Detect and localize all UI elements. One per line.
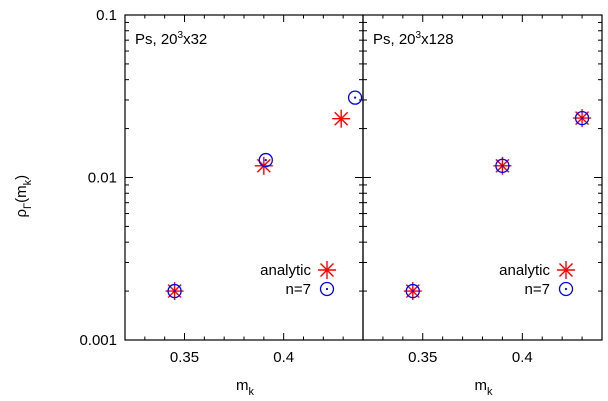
panel-title: Ps, 203x32: [135, 30, 207, 48]
x-tick-label: 0.35: [170, 349, 199, 366]
star-stroke-d2: [559, 263, 573, 277]
y-axis-label-main: ρ: [13, 209, 30, 218]
y-axis-label-close: ): [13, 175, 30, 180]
x-axis-label: mk: [236, 377, 255, 398]
x-axis-label-subscript: k: [249, 386, 255, 398]
panel-title-superscript: 3: [178, 30, 184, 41]
circle-outline: [574, 110, 590, 126]
panel-title-tail: x32: [183, 31, 207, 48]
circle-outline: [319, 281, 335, 297]
star-stroke-d2: [334, 111, 349, 126]
data-point-analytic: [332, 109, 351, 128]
data-point-n7: [405, 283, 420, 299]
circle-center-dot: [411, 289, 414, 293]
circle-outline: [495, 158, 510, 173]
legend-label: n=7: [525, 281, 550, 298]
circle-center-dot: [325, 287, 329, 291]
legend-label: analytic: [499, 262, 550, 279]
panel-title-main: Ps, 20: [135, 31, 178, 48]
panel-right: 0.35 0.4 Ps, 203x128 mk analytic n=7: [355, 14, 603, 398]
x-tick-label: 0.4: [273, 349, 294, 366]
circle-center-dot: [353, 96, 357, 99]
legend-marker-star: [318, 261, 336, 279]
y-axis-label-tail: (m: [13, 185, 30, 203]
circle-outline: [347, 90, 363, 105]
x-axis-label-main: m: [236, 377, 249, 394]
circle-center-dot: [580, 117, 584, 120]
circle-outline: [405, 283, 420, 299]
data-point-n7: [574, 110, 590, 126]
data-point-n7: [495, 158, 510, 173]
x-axis-label-main: m: [475, 377, 488, 394]
star-stroke-d2: [320, 263, 334, 277]
panel-title-main: Ps, 20: [373, 31, 416, 48]
legend-label: analytic: [260, 262, 311, 279]
y-axis-label-subscript: Γ: [22, 203, 34, 209]
x-axis-label: mk: [475, 377, 494, 398]
legend-marker-circle: [558, 281, 574, 297]
legend-marker-star: [557, 261, 575, 279]
legend-label: n=7: [286, 281, 311, 298]
legend-marker-circle: [319, 281, 335, 297]
data-point-n7: [167, 283, 182, 299]
x-tick-label: 0.35: [408, 349, 437, 366]
circle-outline: [167, 283, 182, 299]
circle-center-dot: [264, 158, 267, 162]
panel-title: Ps, 203x128: [373, 30, 454, 48]
data-point-n7: [258, 152, 273, 168]
circle-center-dot: [173, 289, 176, 293]
y-tick-label: 0.1: [96, 7, 117, 24]
y-axis-label-subscript-2: k: [22, 179, 34, 185]
y-axis-label: ρΓ(mk): [13, 175, 34, 218]
panel-title-tail: x128: [421, 31, 454, 48]
data-point-n7: [347, 90, 363, 105]
circle-outline: [558, 281, 574, 297]
panel-title-superscript: 3: [416, 30, 422, 41]
x-tick-label: 0.4: [512, 349, 533, 366]
x-axis-label-subscript: k: [487, 386, 493, 398]
circle-center-dot: [501, 164, 504, 167]
circle-center-dot: [564, 287, 568, 291]
y-tick-label: 0.01: [88, 170, 117, 187]
y-tick-label: 0.001: [79, 332, 117, 349]
circle-outline: [258, 152, 273, 168]
